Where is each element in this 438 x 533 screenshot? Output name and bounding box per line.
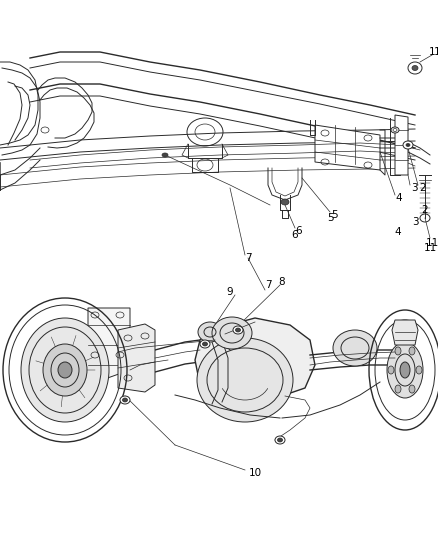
Polygon shape [118, 324, 155, 392]
Ellipse shape [236, 328, 240, 332]
Polygon shape [195, 318, 315, 400]
Ellipse shape [278, 438, 283, 442]
Ellipse shape [412, 66, 418, 70]
Polygon shape [392, 320, 418, 345]
Ellipse shape [212, 317, 252, 349]
Text: 5: 5 [331, 210, 337, 220]
Text: 6: 6 [292, 230, 298, 240]
Ellipse shape [416, 366, 422, 374]
Polygon shape [88, 308, 130, 385]
Ellipse shape [409, 385, 415, 393]
Ellipse shape [58, 362, 72, 378]
Ellipse shape [406, 143, 410, 147]
Ellipse shape [403, 141, 413, 149]
Ellipse shape [388, 366, 394, 374]
Ellipse shape [281, 199, 289, 205]
Ellipse shape [162, 153, 168, 157]
Ellipse shape [400, 362, 410, 378]
Text: 3: 3 [412, 217, 418, 227]
Ellipse shape [275, 436, 285, 444]
Text: 4: 4 [396, 193, 403, 203]
Ellipse shape [198, 322, 222, 342]
Text: 6: 6 [296, 226, 302, 236]
Text: 2: 2 [420, 183, 426, 193]
Ellipse shape [200, 340, 210, 348]
Ellipse shape [333, 330, 377, 366]
Ellipse shape [21, 318, 109, 422]
Ellipse shape [202, 342, 208, 346]
Text: 10: 10 [248, 468, 261, 478]
Text: 4: 4 [395, 227, 401, 237]
Text: 1: 1 [434, 47, 438, 57]
Text: 1: 1 [429, 47, 435, 57]
Ellipse shape [391, 127, 399, 133]
Ellipse shape [197, 338, 293, 422]
Ellipse shape [395, 385, 401, 393]
Text: 7: 7 [245, 253, 251, 263]
Text: 7: 7 [265, 280, 271, 290]
Ellipse shape [233, 326, 243, 334]
Ellipse shape [395, 347, 401, 355]
Polygon shape [395, 115, 408, 175]
Text: 5: 5 [327, 213, 333, 223]
Ellipse shape [120, 396, 130, 404]
Text: 8: 8 [279, 277, 285, 287]
Ellipse shape [43, 344, 87, 396]
Ellipse shape [408, 62, 422, 74]
Text: 3: 3 [411, 183, 417, 193]
Text: 2: 2 [422, 205, 428, 215]
Bar [0, 270, 438, 533]
Text: 11: 11 [425, 238, 438, 248]
Text: 9: 9 [227, 287, 233, 297]
Polygon shape [315, 125, 380, 170]
Ellipse shape [409, 347, 415, 355]
Ellipse shape [387, 342, 423, 398]
Bar [0, 0, 438, 275]
Text: 11: 11 [424, 243, 437, 253]
Ellipse shape [123, 398, 127, 402]
